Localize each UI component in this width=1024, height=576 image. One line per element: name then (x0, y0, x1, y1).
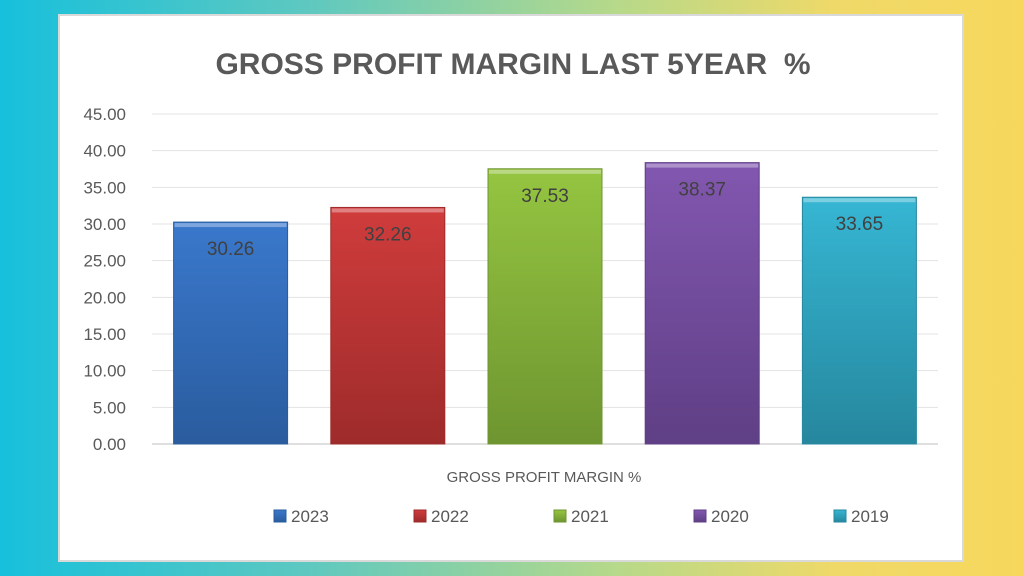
chart-title: GROSS PROFIT MARGIN LAST 5YEAR % (215, 48, 810, 81)
data-labels: 30.26 32.26 37.53 38.37 33.65 (207, 180, 883, 260)
legend-swatch-2021 (553, 509, 567, 523)
x-axis-label: GROSS PROFIT MARGIN % (447, 469, 642, 486)
data-label-2023: 30.26 (207, 239, 255, 260)
y-tick-label: 40.00 (83, 142, 126, 161)
bar-2020 (644, 162, 760, 445)
bar-highlight (174, 223, 287, 228)
legend-swatch-2023 (273, 509, 287, 523)
y-tick-label: 0.00 (93, 435, 126, 454)
y-tick-label: 10.00 (83, 362, 126, 381)
legend-label-2023: 2023 (291, 507, 329, 526)
y-axis-ticks: 0.00 5.00 10.00 15.00 20.00 25.00 30.00 35.00 40… (83, 105, 126, 454)
legend-label-2021: 2021 (571, 507, 609, 526)
legend-label-2019: 2019 (851, 507, 889, 526)
legend-label-2020: 2020 (711, 507, 749, 526)
bar-2019 (801, 196, 917, 445)
data-label-2022: 32.26 (364, 224, 412, 245)
bar-chart: GROSS PROFIT MARGIN LAST 5YEAR % 0.00 5.0… (83, 48, 938, 526)
bar-highlight (803, 198, 916, 203)
bar-highlight (331, 208, 444, 213)
data-label-2020: 38.37 (678, 180, 726, 201)
data-label-2019: 33.65 (836, 214, 884, 235)
bar-highlight (489, 169, 601, 174)
bar-2023 (173, 221, 289, 445)
y-tick-label: 35.00 (83, 178, 126, 197)
y-tick-label: 45.00 (83, 105, 126, 124)
chart-card: GROSS PROFIT MARGIN LAST 5YEAR % 0.00 5.0… (58, 14, 964, 562)
bars (173, 162, 917, 445)
legend-swatch-2022 (413, 509, 427, 523)
legend-swatch-2020 (693, 509, 707, 523)
bar-2021 (487, 168, 603, 445)
y-tick-label: 15.00 (83, 325, 126, 344)
y-tick-label: 30.00 (83, 215, 126, 234)
data-label-2021: 37.53 (521, 186, 569, 207)
bar-2022 (330, 206, 446, 445)
legend: 2023 2022 2021 2020 2019 (273, 507, 889, 526)
y-tick-label: 20.00 (83, 288, 126, 307)
legend-label-2022: 2022 (431, 507, 469, 526)
bar-highlight (646, 163, 759, 168)
y-tick-label: 25.00 (83, 252, 126, 271)
y-tick-label: 5.00 (93, 398, 126, 417)
legend-swatch-2019 (833, 509, 847, 523)
